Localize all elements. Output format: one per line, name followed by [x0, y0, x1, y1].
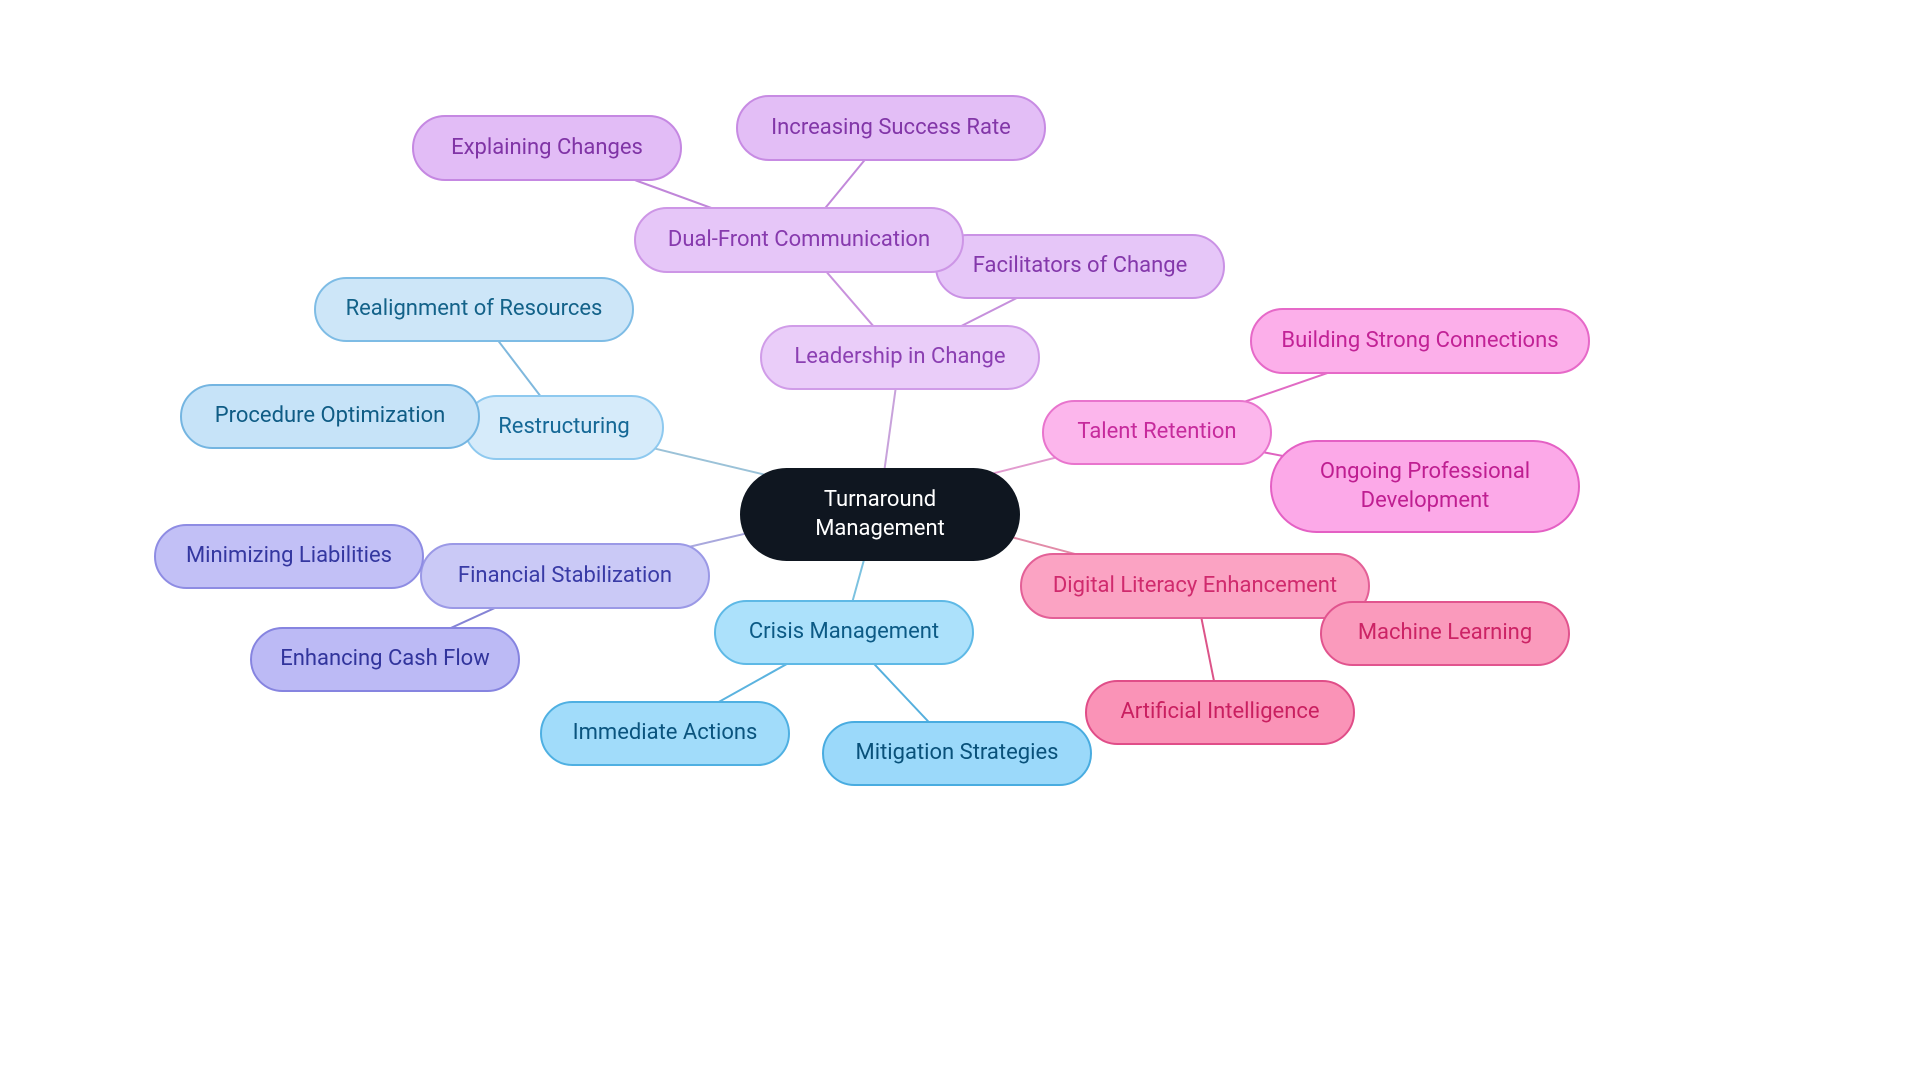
node-minimizing: Minimizing Liabilities: [154, 524, 424, 589]
node-talent: Talent Retention: [1042, 400, 1272, 465]
node-cashflow: Enhancing Cash Flow: [250, 627, 520, 692]
node-crisis: Crisis Management: [714, 600, 974, 665]
node-realignment: Realignment of Resources: [314, 277, 634, 342]
node-ml: Machine Learning: [1320, 601, 1570, 666]
node-explaining: Explaining Changes: [412, 115, 682, 181]
node-success: Increasing Success Rate: [736, 95, 1046, 161]
node-restructuring: Restructuring: [464, 395, 664, 460]
node-mitigation: Mitigation Strategies: [822, 721, 1092, 786]
node-facilitators: Facilitators of Change: [935, 234, 1225, 299]
node-procedure: Procedure Optimization: [180, 384, 480, 449]
node-connections: Building Strong Connections: [1250, 308, 1590, 374]
node-immediate: Immediate Actions: [540, 701, 790, 766]
node-digital: Digital Literacy Enhancement: [1020, 553, 1370, 619]
mindmap-canvas: Turnaround Management Restructuring Realig…: [0, 0, 1920, 1083]
node-dualfront: Dual-Front Communication: [634, 207, 964, 273]
node-root: Turnaround Management: [740, 468, 1020, 561]
node-financial: Financial Stabilization: [420, 543, 710, 609]
node-professional: Ongoing Professional Development: [1270, 440, 1580, 533]
node-leadership: Leadership in Change: [760, 325, 1040, 390]
node-ai: Artificial Intelligence: [1085, 680, 1355, 745]
